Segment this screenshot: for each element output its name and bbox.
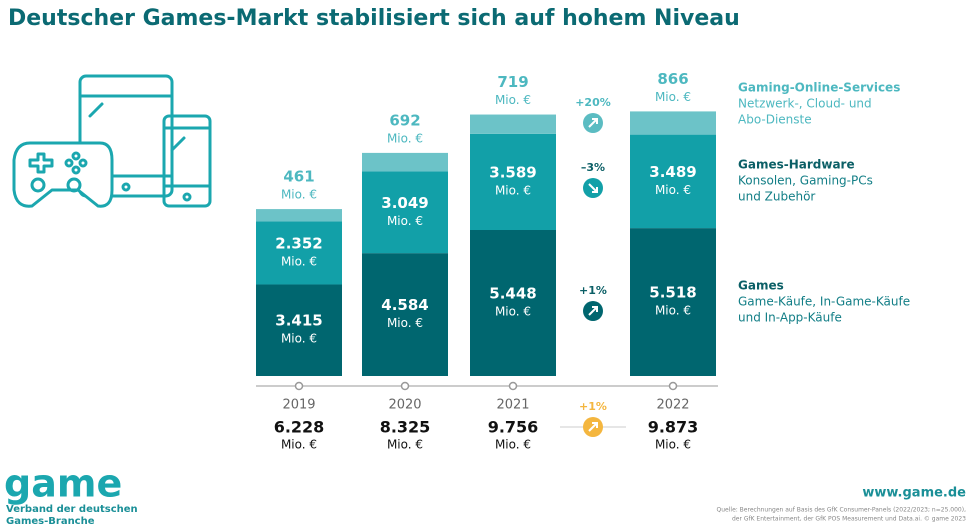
bar-segment: [470, 133, 556, 230]
total-label: 6.228: [274, 418, 325, 437]
unit-label: Mio. €: [655, 183, 691, 197]
timeline-dot: [508, 381, 518, 391]
change-label: –3%: [581, 161, 605, 174]
source: der GfK Entertainment, der GfK POS Measu…: [732, 516, 966, 523]
value-label: 5.448: [489, 284, 536, 302]
bar-segment: [362, 171, 448, 254]
bar-segment: [256, 284, 342, 376]
change-arrow: [588, 306, 598, 316]
x-tick-label: 2020: [388, 398, 421, 413]
unit-label: Mio. €: [495, 304, 531, 318]
unit-label: Mio. €: [495, 93, 531, 107]
timeline-dot: [400, 381, 410, 391]
bar-segment: [362, 253, 448, 376]
unit-label: Mio. €: [387, 316, 423, 330]
x-tick-label: 2021: [496, 398, 529, 413]
bar-segment: [630, 111, 716, 135]
timeline-dot: [294, 381, 304, 391]
change-arrow: [588, 422, 598, 432]
unit-label: Mio. €: [281, 438, 317, 452]
organisation: Verband der deutschen: [6, 504, 138, 515]
change-arrow: [588, 118, 598, 128]
total-label: 9.873: [648, 418, 699, 437]
bar-segment: [630, 228, 716, 376]
change-label: +1%: [579, 400, 607, 413]
value-label: 866: [657, 70, 688, 88]
legend-title: Gaming-Online-Services: [738, 81, 900, 95]
value-label: 4.584: [381, 296, 428, 314]
bar-segment: [256, 221, 342, 285]
unit-label: Mio. €: [281, 254, 317, 268]
bar-segment: [470, 229, 556, 376]
bar-segment: [362, 152, 448, 172]
legend-description: und Zubehör: [738, 190, 815, 204]
unit-label: Mio. €: [655, 304, 691, 318]
value-label: 3.415: [275, 312, 322, 330]
unit-label: Mio. €: [281, 332, 317, 346]
website: www.game.de: [862, 486, 966, 501]
total-label: 9.756: [488, 418, 539, 437]
bar-segment: [630, 134, 716, 229]
change-label: +20%: [575, 96, 611, 109]
value-label: 719: [497, 73, 528, 91]
legend-description: Konsolen, Gaming-PCs: [738, 174, 873, 188]
value-label: 2.352: [275, 234, 322, 252]
bar-segment: [256, 209, 342, 222]
change-label: +1%: [579, 284, 607, 297]
value-label: 3.589: [489, 163, 536, 181]
bar-segment: [470, 114, 556, 134]
organisation: Games-Branche: [6, 516, 95, 527]
value-label: 692: [389, 111, 420, 129]
change-arrow: [588, 183, 598, 193]
unit-label: Mio. €: [387, 131, 423, 145]
unit-label: Mio. €: [495, 438, 531, 452]
unit-label: Mio. €: [655, 438, 691, 452]
unit-label: Mio. €: [655, 90, 691, 104]
chart-title: Deutscher Games-Markt stabilisiert sich …: [8, 6, 740, 31]
legend-title: Games: [738, 279, 784, 293]
legend-description: Game-Käufe, In-Game-Käufe: [738, 295, 910, 309]
legend-description: und In-App-Käufe: [738, 311, 842, 325]
unit-label: Mio. €: [495, 183, 531, 197]
source: Quelle: Berechnungen auf Basis des GfK C…: [717, 507, 967, 514]
total-label: 8.325: [380, 418, 431, 437]
x-tick-label: 2019: [282, 398, 315, 413]
x-tick-label: 2022: [656, 398, 689, 413]
unit-label: Mio. €: [387, 438, 423, 452]
value-label: 3.489: [649, 163, 696, 181]
unit-label: Mio. €: [281, 188, 317, 202]
value-label: 5.518: [649, 284, 696, 302]
legend-title: Games-Hardware: [738, 158, 855, 172]
value-label: 3.049: [381, 194, 428, 212]
logo: game: [4, 462, 122, 506]
device-icons: [12, 74, 212, 208]
legend-description: Abo-Dienste: [738, 113, 812, 127]
timeline-dot: [668, 381, 678, 391]
value-label: 461: [283, 168, 314, 186]
legend-description: Netzwerk-, Cloud- und: [738, 97, 872, 111]
unit-label: Mio. €: [387, 214, 423, 228]
